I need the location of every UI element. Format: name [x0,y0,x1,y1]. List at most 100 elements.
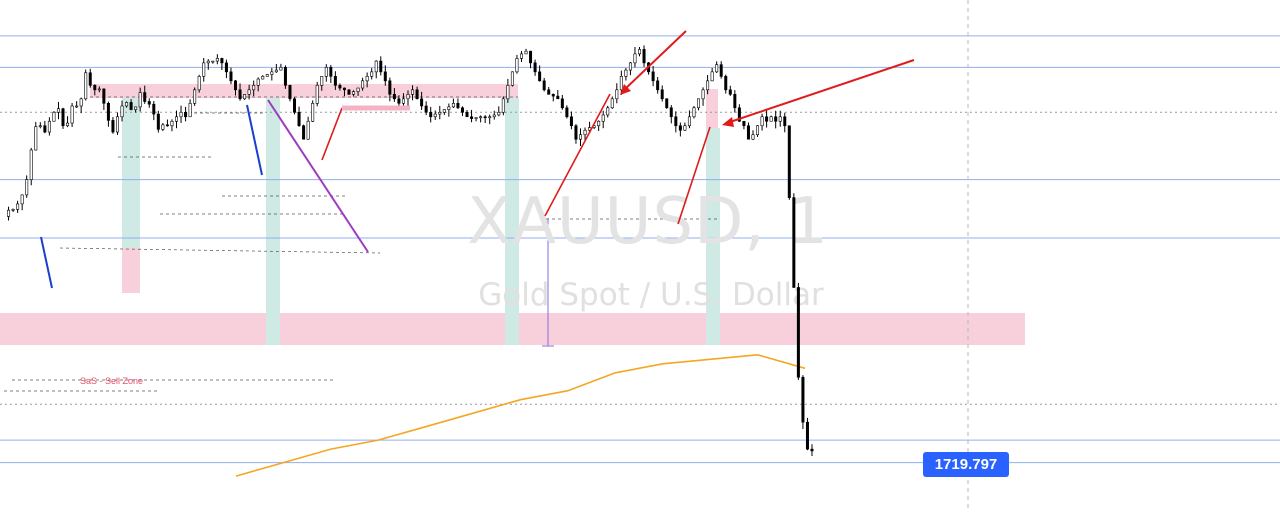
candle-body [333,76,337,86]
candle-body [488,116,492,119]
candle-body [356,87,360,92]
diagonal-blue-right [246,104,263,176]
vertical-band-2 [266,98,280,345]
candle-body [628,62,632,71]
candle-body [538,71,542,82]
candle-body [560,98,564,109]
candle-body [388,80,392,95]
candle-body [38,125,42,128]
candle-body [16,203,20,210]
candle-body [165,124,169,127]
candle-body [261,76,265,80]
last-price-label: 1719.797 [923,452,1009,477]
candle-body [174,116,178,122]
candle-body [156,113,160,130]
candle-body [533,62,537,73]
trendlines-layer: SaS - Sell Zone [40,93,711,386]
candle-body [179,111,183,118]
moving-average [235,353,806,477]
candle-body [506,85,510,100]
candle-body [805,421,809,450]
candle-body [569,116,573,127]
candle-body [265,74,269,77]
candle-body [542,80,546,91]
candle-body [134,106,138,110]
candle-body [415,89,419,100]
candle-body [583,129,587,136]
candle-body [420,98,424,107]
candle-body [429,111,433,118]
candle-body [61,108,65,127]
candle-body [551,94,555,97]
candle-body [801,376,805,423]
candle-body [519,53,523,59]
candle-body [43,125,47,133]
candle-body [411,89,415,95]
candle-body [215,58,219,62]
candle-body [497,111,501,116]
candle-body [769,116,773,122]
candle-body [737,107,741,122]
candle-body [724,76,728,91]
candle-body [401,98,405,104]
candle-body [238,89,242,100]
candle-body [270,71,274,75]
candle-body [524,50,528,55]
candle-body [783,116,787,127]
candle-body [465,111,469,118]
arrow-2-head [722,117,734,127]
candle-body [810,448,814,452]
candle-body [619,76,623,91]
candle-body [438,111,442,115]
candle-body [424,105,428,113]
candle-body [397,98,401,104]
candle-body [728,89,732,95]
candle-body [66,122,70,127]
candle-body [52,111,56,122]
vertical-band-3 [505,98,519,345]
arrows-layer [620,30,915,127]
candle-body [115,116,119,133]
candle-body [370,71,374,77]
candle-body [556,95,560,100]
candle-body [197,76,201,91]
candle-body [97,88,101,91]
candle-body [501,98,505,113]
candle-body [515,58,519,73]
candle-body [678,125,682,131]
candle-body [315,85,319,104]
candle-body [610,98,614,109]
vertical-band-4 [706,128,720,345]
watermark-description: Gold Spot / U.S. Dollar [478,277,824,313]
levels-layer [0,35,1280,464]
candle-body [243,94,247,100]
candle-body [601,114,605,122]
guides-layer [4,0,969,512]
candle-body [283,67,287,86]
candle-body [7,209,11,217]
candle-body [352,91,356,95]
candle-body [742,120,746,127]
candle-body [125,102,129,107]
candle-body [756,125,760,136]
candle-body [697,98,701,109]
candle-body [406,94,410,100]
candle-body [433,113,437,118]
candle-body [751,134,755,140]
candle-body [483,116,487,119]
diagonal-red-3 [677,126,711,225]
candle-body [365,76,369,82]
candle-body [746,125,750,140]
supply-zone-top [90,84,518,98]
candle-body [669,107,673,118]
diagonal-red-1 [321,107,343,161]
candle-body [492,114,496,118]
candle-body [302,125,306,140]
candle-body [774,116,778,122]
candle-body [297,111,301,127]
candle-body [470,116,474,119]
candle-body [760,116,764,127]
candle-body [279,67,283,71]
